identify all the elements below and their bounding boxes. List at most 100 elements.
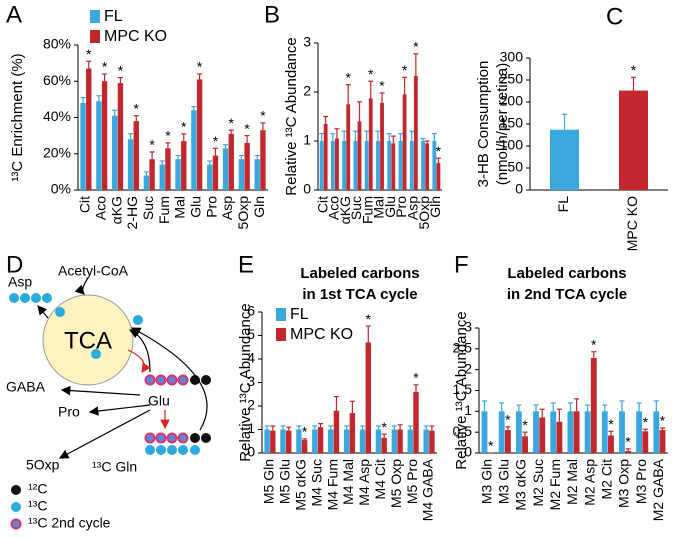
bar <box>550 129 579 190</box>
bar <box>498 411 505 453</box>
y-tick-label: 40% <box>43 108 71 124</box>
x-tick-label: M3 Oxp <box>616 459 632 508</box>
y-tick-label: 300 <box>500 49 524 65</box>
significance-marker: * <box>631 62 637 78</box>
x-tick-label: Cit <box>77 196 93 213</box>
bar <box>522 436 528 453</box>
bar <box>625 450 632 453</box>
x-tick-label: Aco <box>326 196 342 220</box>
y-tick-label: 1 <box>247 420 255 436</box>
y-axis-label: Relative ¹³C Abundance <box>237 303 254 461</box>
legend-dot <box>10 518 22 530</box>
significance-marker: * <box>229 115 235 131</box>
carbon-dots <box>9 293 211 455</box>
panel-letter: A <box>6 1 22 28</box>
x-tick-label: M4 Fum <box>324 459 340 510</box>
diagram: D TCA Asp Acetyl-CoA GABA Glu Pro 5Oxp ¹… <box>6 251 211 531</box>
panel-letter: D <box>6 251 23 278</box>
x-tick-label: M5 Pro <box>404 459 420 504</box>
y-tick-label: 0 <box>303 181 311 197</box>
bar <box>429 430 435 453</box>
bar <box>280 429 286 453</box>
bar <box>342 141 347 190</box>
y-tick-label: 4 <box>247 350 255 366</box>
significance-marker: * <box>181 119 187 135</box>
x-tick-label: Asp <box>219 196 235 220</box>
bar <box>317 427 324 453</box>
x-tick-label: 5Oxp <box>235 196 251 230</box>
y-tick-label: 2.5 <box>453 340 473 356</box>
bar <box>504 430 511 453</box>
y-tick-label: 6 <box>247 303 255 319</box>
y-tick-label: 1 <box>303 132 311 148</box>
bar <box>196 79 203 190</box>
bar <box>80 103 86 190</box>
x-tick-label: Pro <box>203 196 219 218</box>
y-tick-label: 20% <box>43 144 71 160</box>
significance-marker: * <box>302 424 308 440</box>
significance-marker: * <box>213 133 219 149</box>
bar <box>346 104 351 190</box>
bar <box>175 159 181 190</box>
y-tick-label: 100 <box>500 137 524 153</box>
panel-letter: F <box>454 251 469 278</box>
bar <box>387 141 392 190</box>
x-tick-label: Aco <box>92 196 108 220</box>
x-tick-label: M5 αKG <box>292 459 308 511</box>
x-tick-label: M4 Mal <box>340 459 356 505</box>
bar <box>381 437 387 453</box>
bar <box>286 430 292 453</box>
bar <box>159 164 165 190</box>
significance-marker: * <box>134 100 140 116</box>
x-tick-label: M3 Pro <box>633 459 649 504</box>
bar <box>573 411 580 453</box>
node-label: Asp <box>8 274 32 290</box>
legend-swatch <box>276 308 286 321</box>
bar <box>127 139 134 190</box>
x-tick-label: 5Oxp <box>416 196 432 230</box>
y-tick-label: 1 <box>464 402 472 418</box>
legend-label: ¹²C <box>28 481 47 497</box>
bar <box>636 411 643 453</box>
legend-label: MPC KO <box>290 326 353 343</box>
y-tick-label: 0% <box>51 181 71 197</box>
x-tick-label: M4 Cit <box>372 459 388 500</box>
bar <box>425 143 430 190</box>
y-tick-label: 0 <box>464 444 472 460</box>
legend-swatch <box>90 30 100 43</box>
legend-swatch <box>90 10 100 23</box>
bar <box>349 413 356 453</box>
bar <box>260 130 266 190</box>
y-tick-label: 60% <box>43 72 71 88</box>
bar <box>101 81 108 190</box>
bar <box>191 110 197 190</box>
significance-marker: * <box>608 416 614 432</box>
bar <box>112 115 118 190</box>
x-tick-label: Glu <box>187 196 203 218</box>
bar <box>398 141 403 190</box>
bar <box>149 159 155 190</box>
bar <box>584 411 591 453</box>
bar <box>391 143 396 190</box>
bar <box>481 411 488 453</box>
x-tick-label: M5 Oxp <box>388 459 404 508</box>
significance-marker: * <box>505 411 511 427</box>
y-axis-label: Relative ¹³C Abundance <box>283 37 300 195</box>
significance-marker: * <box>436 143 442 159</box>
x-tick-label: Suc <box>140 196 156 220</box>
bar <box>264 429 270 453</box>
bar <box>423 429 429 453</box>
bar <box>323 123 328 190</box>
bar <box>181 141 187 190</box>
bar <box>619 90 648 190</box>
bar <box>567 411 574 453</box>
panel-letter: E <box>238 251 254 278</box>
node-label: 5Oxp <box>26 457 60 473</box>
y-tick-label: 50 <box>507 159 523 175</box>
significance-marker: * <box>660 413 666 429</box>
bar <box>376 141 380 190</box>
significance-marker: * <box>345 69 351 85</box>
x-tick-label: MPC KO <box>624 196 640 251</box>
y-tick-label: 2 <box>464 360 472 376</box>
significance-marker: * <box>413 38 419 54</box>
